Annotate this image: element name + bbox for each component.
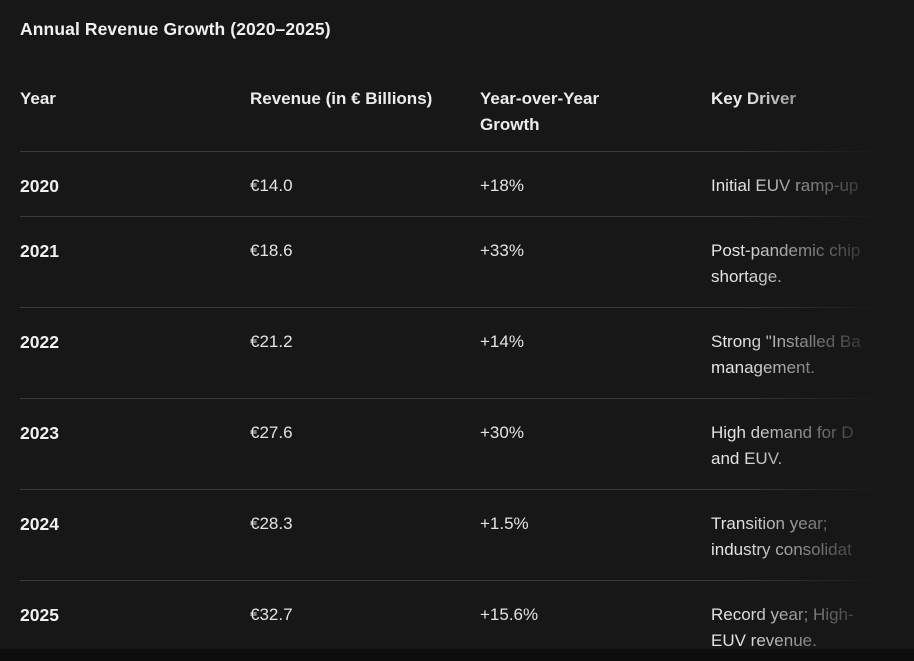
key-driver-line: Transition year; [711, 514, 828, 533]
table-row: 2024 €28.3 +1.5% Transition year; industr… [20, 489, 914, 580]
table-row: 2020 €14.0 +18% Initial EUV ramp-up [20, 151, 914, 216]
key-driver-cell: High demand for D and EUV. [711, 399, 914, 489]
table-row: 2022 €21.2 +14% Strong "Installed Ba mana… [20, 307, 914, 398]
year-cell: 2024 [20, 514, 59, 534]
page-title: Annual Revenue Growth (2020–2025) [20, 19, 331, 39]
key-driver-cell: Post-pandemic chip shortage. [711, 217, 914, 307]
key-driver-line: Initial EUV ramp-up [711, 176, 859, 195]
table-row: 2023 €27.6 +30% High demand for D and EUV… [20, 398, 914, 489]
growth-cell: +14% [480, 332, 524, 351]
key-driver-line: industry consolidat [711, 540, 852, 559]
key-driver-line: High demand for D [711, 423, 854, 442]
revenue-cell: €18.6 [250, 241, 293, 260]
growth-cell: +1.5% [480, 514, 529, 533]
revenue-cell: €28.3 [250, 514, 293, 533]
key-driver-line: shortage. [711, 267, 782, 286]
growth-cell: +18% [480, 176, 524, 195]
key-driver-line: Record year; High- [711, 605, 854, 624]
revenue-cell: €14.0 [250, 176, 293, 195]
revenue-cell: €21.2 [250, 332, 293, 351]
revenue-cell: €27.6 [250, 423, 293, 442]
column-header-key-driver: Key Driver [711, 89, 797, 108]
column-header-revenue: Revenue (in € Billions) [250, 89, 433, 108]
key-driver-line: management. [711, 358, 815, 377]
revenue-cell: €32.7 [250, 605, 293, 624]
year-cell: 2023 [20, 423, 59, 443]
year-cell: 2020 [20, 176, 59, 196]
key-driver-cell: Transition year; industry consolidat [711, 490, 914, 580]
key-driver-cell: Initial EUV ramp-up [711, 152, 914, 216]
key-driver-line: Post-pandemic chip [711, 241, 861, 260]
table-row: 2021 €18.6 +33% Post-pandemic chip shorta… [20, 216, 914, 307]
key-driver-line: Strong "Installed Ba [711, 332, 861, 351]
key-driver-line: and EUV. [711, 449, 783, 468]
column-header-year: Year [20, 89, 56, 108]
revenue-table: Year Revenue (in € Billions) Year-over-Y… [20, 60, 914, 661]
table-header-row: Year Revenue (in € Billions) Year-over-Y… [20, 60, 914, 151]
growth-cell: +30% [480, 423, 524, 442]
growth-cell: +33% [480, 241, 524, 260]
year-cell: 2021 [20, 241, 59, 261]
key-driver-cell: Strong "Installed Ba management. [711, 308, 914, 398]
year-cell: 2025 [20, 605, 59, 625]
bottom-edge-bar [0, 649, 914, 661]
growth-cell: +15.6% [480, 605, 539, 624]
year-cell: 2022 [20, 332, 59, 352]
column-header-growth: Year-over-Year Growth [480, 89, 600, 134]
